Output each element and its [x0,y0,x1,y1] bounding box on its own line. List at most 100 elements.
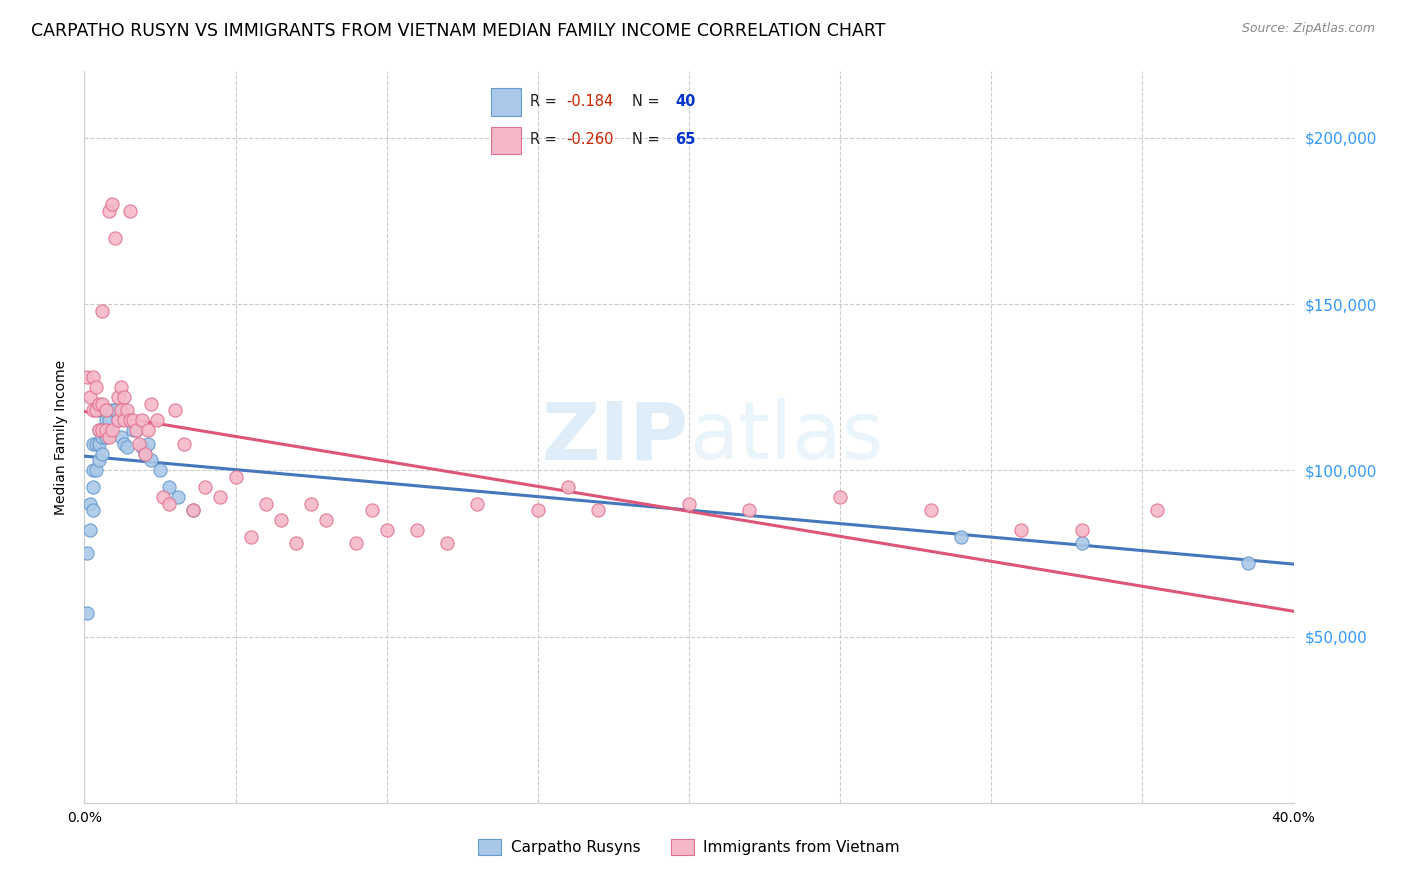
Point [76,370,98,384]
Point [89,424,111,438]
Point [86,463,108,477]
Point [97,424,120,438]
Point [86,403,108,417]
Point [254,497,277,511]
Point [118,413,141,427]
Point [104,403,127,417]
Point [125,424,148,438]
Point [89,424,111,438]
Point [173,436,195,450]
Point [107,413,129,427]
Point [950,530,973,544]
Legend: Carpatho Rusyns, Immigrants from Vietnam: Carpatho Rusyns, Immigrants from Vietnam [472,833,905,861]
Point [181,503,204,517]
Text: CARPATHO RUSYN VS IMMIGRANTS FROM VIETNAM MEDIAN FAMILY INCOME CORRELATION CHART: CARPATHO RUSYN VS IMMIGRANTS FROM VIETNA… [31,22,886,40]
Point [557,480,579,494]
Point [112,390,135,404]
Point [110,403,132,417]
Point [94,430,117,444]
Point [134,447,156,461]
Point [79,390,101,404]
Point [82,403,104,417]
Point [285,536,308,550]
Point [1071,523,1094,537]
Point [115,440,138,454]
Point [107,413,129,427]
Point [152,490,174,504]
Point [209,490,232,504]
Point [920,503,942,517]
Point [125,424,148,438]
Point [467,497,489,511]
Point [157,480,180,494]
Point [86,380,108,394]
Point [79,523,101,537]
Point [139,397,162,411]
Point [436,536,458,550]
Point [94,403,117,417]
Point [97,204,120,219]
Point [1146,503,1168,517]
Point [678,497,700,511]
Text: atlas: atlas [689,398,883,476]
Point [79,497,101,511]
Point [82,463,104,477]
Point [181,503,204,517]
Point [738,503,761,517]
Y-axis label: Median Family Income: Median Family Income [55,359,69,515]
Point [830,490,852,504]
Point [346,536,368,550]
Point [121,413,143,427]
Text: Source: ZipAtlas.com: Source: ZipAtlas.com [1241,22,1375,36]
Point [97,430,120,444]
Point [97,413,120,427]
Point [139,453,162,467]
Point [375,523,398,537]
Point [94,413,117,427]
Point [118,204,141,219]
Point [82,370,104,384]
Point [89,436,111,450]
Point [315,513,337,527]
Point [588,503,610,517]
Point [100,424,122,438]
Point [104,230,127,244]
Point [91,403,114,417]
Point [112,413,135,427]
Point [136,424,159,438]
Point [94,424,117,438]
Point [91,424,114,438]
Point [149,463,172,477]
Point [91,447,114,461]
Point [239,530,262,544]
Point [89,397,111,411]
Point [89,453,111,467]
Point [100,197,122,211]
Point [527,503,550,517]
Point [110,380,132,394]
Point [1071,536,1094,550]
Point [157,497,180,511]
Point [89,403,111,417]
Point [1011,523,1033,537]
Point [167,490,190,504]
Point [76,546,98,560]
Point [134,447,156,461]
Point [112,436,135,450]
Point [1237,557,1260,571]
Point [82,480,104,494]
Point [270,513,292,527]
Point [360,503,382,517]
Text: ZIP: ZIP [541,398,689,476]
Point [76,607,98,621]
Point [165,403,187,417]
Point [131,413,153,427]
Point [91,397,114,411]
Point [82,436,104,450]
Point [82,503,104,517]
Point [225,470,247,484]
Point [406,523,429,537]
Point [136,436,159,450]
Point [131,440,153,454]
Point [128,436,150,450]
